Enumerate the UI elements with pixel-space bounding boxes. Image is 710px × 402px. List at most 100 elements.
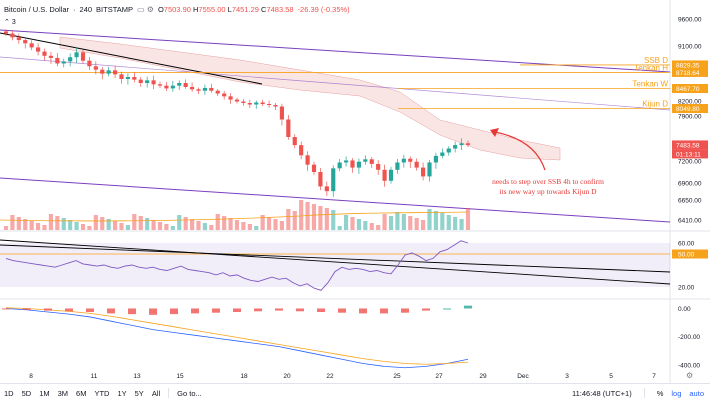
macd-histogram-bar: [338, 308, 346, 313]
low-value: 7451.29: [231, 5, 259, 14]
volume-bar: [356, 219, 362, 230]
channel-lower-line: [0, 177, 671, 223]
candle-body: [151, 80, 156, 85]
candle-body: [209, 87, 214, 91]
price-tag-bg: [672, 84, 708, 94]
volume-bar: [388, 216, 394, 230]
volume-bar: [427, 209, 432, 230]
x-tick-label: 13: [133, 373, 141, 380]
toolbar-divider-right: [643, 388, 645, 398]
candle-body: [119, 74, 124, 79]
legend-settings-icon[interactable]: ▭ ⚙: [137, 5, 154, 14]
candle-body: [23, 40, 28, 44]
macd-histogram-bar: [422, 308, 430, 311]
annotation-arrow: [494, 131, 546, 171]
percent-toggle[interactable]: %: [656, 388, 664, 398]
candle-body: [273, 105, 278, 107]
volume-bar: [29, 221, 34, 230]
candle-body: [177, 83, 182, 86]
macd-histogram-bar: [317, 308, 325, 312]
candle-body: [459, 143, 464, 146]
price-tag-bg: [672, 60, 708, 70]
volume-bar: [164, 224, 169, 230]
price-tick-label: 7900.00: [678, 114, 702, 121]
auto-toggle[interactable]: auto: [689, 388, 704, 398]
price-tag-label: 8049.80: [676, 106, 700, 113]
candle-body: [80, 52, 86, 61]
candle-body: [376, 163, 381, 170]
range-button-1m[interactable]: 1M: [39, 388, 50, 398]
volume-bar: [177, 215, 182, 230]
candle-body: [157, 84, 163, 86]
range-button-3m[interactable]: 3M: [57, 388, 69, 398]
range-button-5d[interactable]: 5D: [21, 388, 32, 398]
candle-body: [279, 106, 285, 120]
range-button-ytd[interactable]: YTD: [94, 388, 110, 398]
candle-body: [164, 85, 169, 89]
indicators-collapse-toggle[interactable]: ⌃ 3: [4, 18, 16, 26]
channel-mid-line: [0, 56, 671, 111]
volume-bar: [138, 216, 143, 230]
bottom-toolbar: 1D 5D 1M 3M 6M YTD 1Y 5Y All Go to... 11:46:48 (…: [0, 383, 710, 402]
ichimoku-cloud: [59, 36, 561, 161]
volume-bar: [68, 220, 73, 230]
trend-line: [0, 32, 263, 85]
rsi-trend-line-2: [0, 244, 671, 273]
candle-body: [420, 167, 426, 177]
level-name-tenkan-h: Tenkan H: [634, 63, 668, 72]
candle-body: [408, 158, 413, 162]
candle-body: [453, 145, 458, 149]
price-tag-label: 01:13:11: [676, 151, 701, 158]
candle-body: [138, 79, 143, 83]
volume-bar: [145, 218, 150, 230]
volume-bar: [35, 223, 41, 230]
x-tick-label: 18: [240, 373, 248, 380]
volume-bar: [106, 219, 111, 230]
x-tick-label: 3: [565, 373, 569, 380]
volume-bar: [331, 210, 336, 230]
price-tag-label: 8467.70: [676, 86, 700, 93]
rsi-trend-line-1: [0, 239, 671, 285]
interval-label[interactable]: 240: [79, 5, 93, 14]
range-button-1y[interactable]: 1Y: [117, 388, 127, 398]
volume-bar: [183, 217, 188, 230]
x-tick-label: 8: [29, 373, 33, 380]
candle-body: [112, 70, 118, 75]
range-button-1d[interactable]: 1D: [4, 388, 14, 398]
range-button-5y[interactable]: 5Y: [134, 388, 144, 398]
price-tick-label: 8200.00: [678, 99, 702, 106]
macd-line: [5, 308, 469, 369]
volume-bar: [222, 216, 227, 230]
candle-body: [356, 161, 362, 168]
volume-bar: [363, 221, 368, 230]
range-button-all[interactable]: All: [151, 388, 161, 398]
macd-histogram-bar: [359, 308, 367, 314]
candle-body: [74, 52, 79, 58]
volume-bar: [440, 213, 445, 230]
volume-bar: [260, 215, 265, 230]
volume-bar: [42, 225, 47, 230]
macd-histogram-bar: [149, 308, 157, 315]
candle-body: [433, 155, 439, 163]
volume-bar: [209, 225, 214, 230]
x-tick-label: 25: [393, 373, 401, 380]
macd-histogram-bar: [65, 308, 73, 312]
price-tag-bg: [672, 140, 708, 150]
log-toggle[interactable]: log: [671, 388, 682, 398]
symbol-title[interactable]: Bitcoin / U.S. Dollar: [4, 5, 70, 14]
volume-bar: [350, 217, 355, 230]
macd-histogram-bar: [296, 308, 304, 312]
macd-histogram-bar: [2, 308, 10, 310]
macd-tick-label: -400.00: [678, 362, 700, 369]
range-button-6m[interactable]: 6M: [76, 388, 87, 398]
volume-bar: [23, 219, 28, 230]
candle-body: [247, 103, 252, 105]
candle-body: [254, 102, 259, 105]
macd-histogram-bar: [86, 308, 94, 312]
macd-histogram-bar: [401, 308, 409, 313]
volume-bar: [228, 218, 233, 230]
rsi-tick-label: 20.00: [678, 285, 695, 292]
candle-body: [106, 70, 111, 74]
goto-button[interactable]: Go to...: [177, 388, 202, 398]
